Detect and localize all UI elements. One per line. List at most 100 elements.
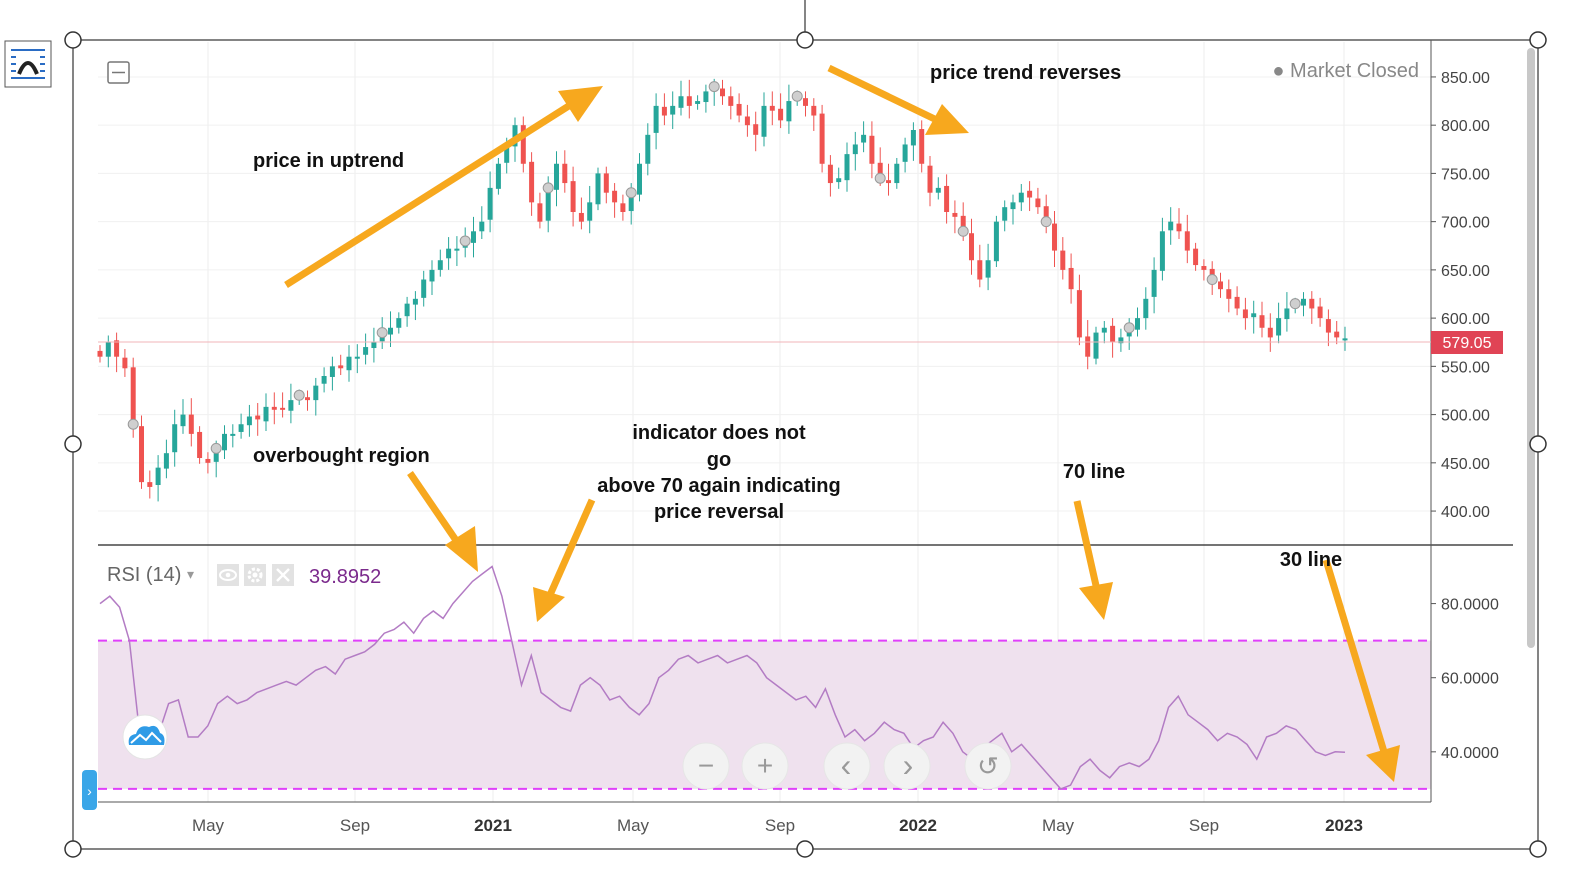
- candle: [1251, 300, 1257, 334]
- event-marker[interactable]: [957, 225, 969, 237]
- event-marker[interactable]: [210, 442, 222, 454]
- annotation-indicator-line3: above 70 again indicating: [597, 475, 840, 497]
- event-marker[interactable]: [293, 389, 305, 401]
- candle: [313, 377, 319, 416]
- candle: [1284, 292, 1290, 332]
- event-marker[interactable]: [1123, 322, 1135, 334]
- candle: [985, 243, 991, 291]
- candle: [280, 392, 286, 418]
- event-marker[interactable]: [542, 182, 554, 194]
- indicator-value: 39.8952: [309, 566, 381, 588]
- arrow-30-line: [1322, 558, 1389, 757]
- side-panel-toggle[interactable]: ›: [82, 770, 97, 810]
- reset-chart-button[interactable]: ↺: [964, 742, 1012, 790]
- candle: [869, 121, 875, 179]
- selection-handles[interactable]: [64, 31, 1547, 858]
- zoom-out-button[interactable]: −: [682, 742, 730, 790]
- indicator-name[interactable]: RSI (14): [107, 564, 181, 586]
- price-tick-label: 600.00: [1441, 311, 1490, 328]
- price-tick-label: 750.00: [1441, 166, 1490, 183]
- arrow-uptrend: [284, 99, 577, 288]
- candle: [969, 218, 974, 275]
- zoom-in-button[interactable]: +: [741, 742, 789, 790]
- candle: [1151, 257, 1157, 314]
- annotation-indicator-line2: go: [707, 449, 731, 471]
- candle: [122, 348, 128, 377]
- candle: [230, 424, 236, 448]
- candle: [238, 413, 244, 439]
- candle: [338, 354, 344, 376]
- candle: [520, 116, 526, 173]
- collapse-square-icon[interactable]: [107, 61, 130, 84]
- candle: [412, 291, 418, 321]
- candle: [437, 249, 443, 277]
- scroll-back-button[interactable]: ‹: [823, 742, 871, 790]
- event-marker[interactable]: [625, 187, 637, 199]
- price-tick-label: 450.00: [1441, 456, 1490, 473]
- time-axis: May Sep 2021 May Sep 2022 May Sep 2023: [192, 816, 1363, 835]
- candle: [1276, 302, 1282, 344]
- candle: [1168, 207, 1174, 245]
- candle: [952, 200, 958, 234]
- candle: [670, 91, 676, 130]
- event-marker[interactable]: [708, 81, 720, 93]
- candle: [637, 153, 642, 202]
- candle: [1259, 301, 1265, 338]
- candle: [354, 344, 360, 374]
- candle: [288, 383, 294, 424]
- candle: [587, 185, 593, 234]
- close-icon[interactable]: [272, 564, 294, 586]
- rsi-tick-label: 80.0000: [1441, 597, 1499, 614]
- arrow-30-line-head: [1366, 745, 1400, 782]
- candle: [1334, 321, 1340, 345]
- candle: [977, 244, 983, 288]
- candle: [429, 260, 435, 295]
- candle: [1093, 326, 1099, 365]
- candle: [180, 399, 186, 434]
- rsi-tick-label: 40.0000: [1441, 745, 1499, 762]
- cloud-logo-icon[interactable]: [122, 714, 168, 760]
- event-marker[interactable]: [791, 90, 803, 102]
- candle: [753, 111, 759, 152]
- event-marker[interactable]: [127, 418, 139, 430]
- candle: [803, 91, 808, 117]
- vertical-scrollbar[interactable]: [1527, 48, 1535, 648]
- price-tick-label: 850.00: [1441, 70, 1490, 87]
- scroll-forward-button[interactable]: ›: [883, 742, 931, 790]
- candle: [927, 156, 933, 207]
- candle: [1076, 274, 1082, 346]
- candle: [678, 80, 684, 116]
- arrow-70-line: [1073, 500, 1101, 591]
- candle: [1301, 292, 1306, 317]
- candle: [852, 131, 858, 171]
- rsi-band: [98, 639, 1431, 790]
- event-marker[interactable]: [874, 172, 886, 184]
- candle: [778, 93, 784, 129]
- indicator-dropdown[interactable]: ▾: [187, 566, 194, 582]
- candle: [1218, 272, 1223, 298]
- candle: [570, 166, 576, 227]
- event-marker[interactable]: [376, 327, 388, 339]
- chart-frame-icon[interactable]: [4, 40, 52, 88]
- candle: [346, 345, 352, 382]
- candle: [446, 237, 452, 270]
- candle: [205, 452, 211, 474]
- event-marker[interactable]: [459, 235, 471, 247]
- event-marker[interactable]: [1206, 274, 1218, 286]
- candle: [105, 335, 111, 368]
- candle: [811, 98, 817, 131]
- candle: [363, 333, 369, 365]
- arrow-indicator-head: [533, 587, 565, 622]
- rsi-series: [99, 565, 1346, 790]
- event-marker[interactable]: [1040, 216, 1052, 228]
- annotation-indicator-line4: price reversal: [654, 501, 784, 523]
- candle: [769, 91, 775, 126]
- candle: [454, 236, 460, 267]
- price-tick-label: 700.00: [1441, 215, 1490, 232]
- candle: [388, 311, 393, 348]
- candle: [1242, 297, 1248, 330]
- gear-icon[interactable]: [244, 564, 266, 586]
- eye-icon[interactable]: [217, 564, 239, 586]
- candle: [1267, 313, 1273, 352]
- event-marker[interactable]: [1289, 298, 1301, 310]
